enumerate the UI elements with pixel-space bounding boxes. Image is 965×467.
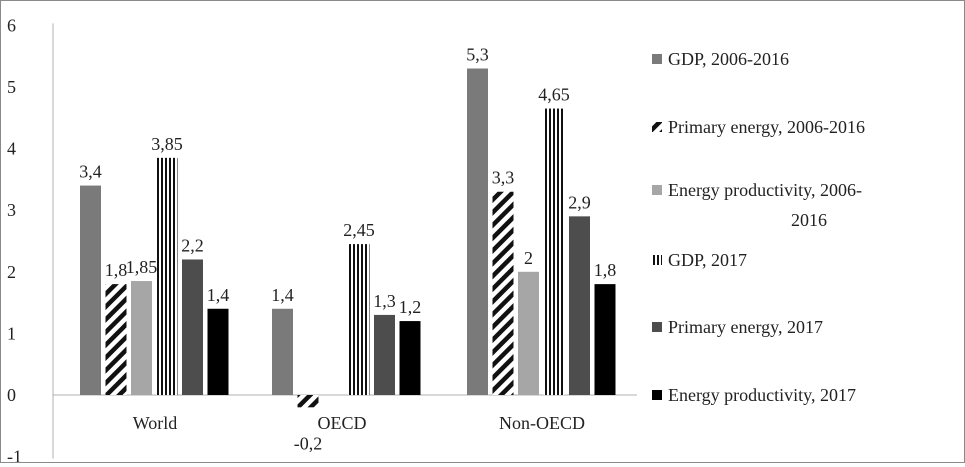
data-label: 1,8 [594,260,617,280]
bar [348,244,370,395]
legend-label: GDP, 2017 [668,250,747,270]
y-tick-label: 4 [7,139,16,159]
bar [207,308,229,395]
bar [182,259,203,395]
bar [131,281,152,395]
legend-swatch [652,122,662,132]
data-label: 1,3 [373,291,396,311]
category-label: World [133,413,178,433]
data-label: 2 [524,248,533,268]
bar [543,108,565,395]
legend-label: Energy productivity, 2017 [668,385,856,405]
bar [467,68,488,396]
data-label: 1,85 [126,257,158,277]
bars [80,68,616,408]
bar [156,157,178,395]
data-label: 1,8 [105,260,128,280]
bar [518,271,539,395]
y-tick-label: 3 [7,200,16,220]
y-tick-label: 5 [7,77,16,97]
data-label: 3,85 [151,134,183,154]
data-label: 1,4 [207,285,230,305]
bar [594,284,616,395]
y-tick-label: -1 [7,447,22,462]
bar-labels: 3,4 1,4 5,3 1,8 -0,2 3,3 1,85 2 3,85 2,45 4,65 2,2 1… [79,45,616,454]
legend-swatch [652,185,662,195]
legend-label: Energy productivity, 2006- [668,180,862,200]
data-label: 2,2 [181,235,204,255]
data-label: 1,2 [399,297,422,317]
data-label: -0,2 [294,433,323,453]
bar [272,308,293,395]
bar [105,284,127,395]
legend-label: GDP, 2006-2016 [668,49,789,69]
bar [297,395,319,408]
legend-swatch [652,54,662,64]
data-label: 2,45 [343,220,375,240]
category-label: OECD [318,413,367,433]
legend: GDP, 2006-2016 Primary energy, 2006-2016 E… [652,49,865,405]
legend-swatch [652,255,662,265]
legend-swatch [652,390,662,400]
data-label: 2,9 [568,192,591,212]
legend-label: Primary energy, 2017 [668,317,823,337]
y-tick-label: 6 [7,15,16,35]
bar [374,314,395,395]
legend-swatch [652,322,662,332]
data-label: 1,4 [271,285,294,305]
legend-label: 2016 [791,210,827,230]
data-label: 4,65 [538,85,570,105]
y-tick-label: 0 [7,385,16,405]
y-tick-label: 2 [7,262,16,282]
data-label: 3,4 [79,162,102,182]
data-label: 5,3 [466,45,489,65]
bar [492,191,514,395]
bar [399,321,421,395]
y-tick-label: 1 [7,323,16,343]
data-label: 3,3 [492,168,515,188]
bar [569,216,590,395]
legend-label: Primary energy, 2006-2016 [668,117,865,137]
bar [80,185,101,395]
y-axis: -1 0 1 2 3 4 5 6 [7,15,54,467]
category-label: Non-OECD [499,413,585,433]
x-axis: World OECD Non-OECD [53,394,637,433]
